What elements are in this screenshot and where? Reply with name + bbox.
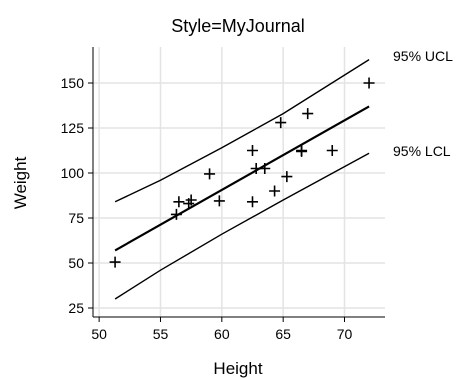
data-point <box>275 117 287 129</box>
y-tick-label: 75 <box>68 210 84 226</box>
lcl-label: 95% LCL <box>393 143 451 159</box>
data-point <box>281 171 293 183</box>
grid <box>93 47 385 317</box>
data-point <box>173 196 185 208</box>
data-point <box>213 195 225 207</box>
x-tick-label: 55 <box>153 326 169 342</box>
data-point <box>296 145 308 156</box>
ucl-line <box>114 59 370 203</box>
regression-line <box>114 105 370 252</box>
y-tick-label: 100 <box>61 165 85 181</box>
lcl-line <box>114 152 370 300</box>
y-tick-label: 125 <box>61 120 85 136</box>
data-point <box>326 145 338 156</box>
axes: 50 55 60 65 70 25 50 75 100 125 150 <box>61 47 385 342</box>
x-tick-label: 60 <box>214 326 230 342</box>
data-point <box>185 194 197 206</box>
data-point <box>363 77 375 89</box>
y-tick-label: 25 <box>68 300 84 316</box>
x-axis-label: Height <box>213 359 262 378</box>
y-tick-label: 50 <box>68 255 84 271</box>
data-point <box>170 208 182 220</box>
y-axis-label: Weight <box>11 156 30 209</box>
fit-lines <box>114 59 370 300</box>
x-tick-label: 50 <box>91 326 107 342</box>
x-tick-label: 65 <box>275 326 291 342</box>
chart-title: Style=MyJournal <box>171 16 305 36</box>
x-tick-label: 70 <box>337 326 353 342</box>
data-point <box>302 108 314 120</box>
data-points <box>109 77 375 268</box>
y-tick-label: 150 <box>61 75 85 91</box>
data-point <box>109 256 121 268</box>
line-labels: 95% UCL 95% LCL <box>393 48 453 159</box>
data-point <box>246 196 258 208</box>
ucl-label: 95% UCL <box>393 48 453 64</box>
data-point <box>259 163 271 174</box>
data-point <box>246 145 258 156</box>
data-point <box>204 168 216 180</box>
data-point <box>269 185 281 197</box>
